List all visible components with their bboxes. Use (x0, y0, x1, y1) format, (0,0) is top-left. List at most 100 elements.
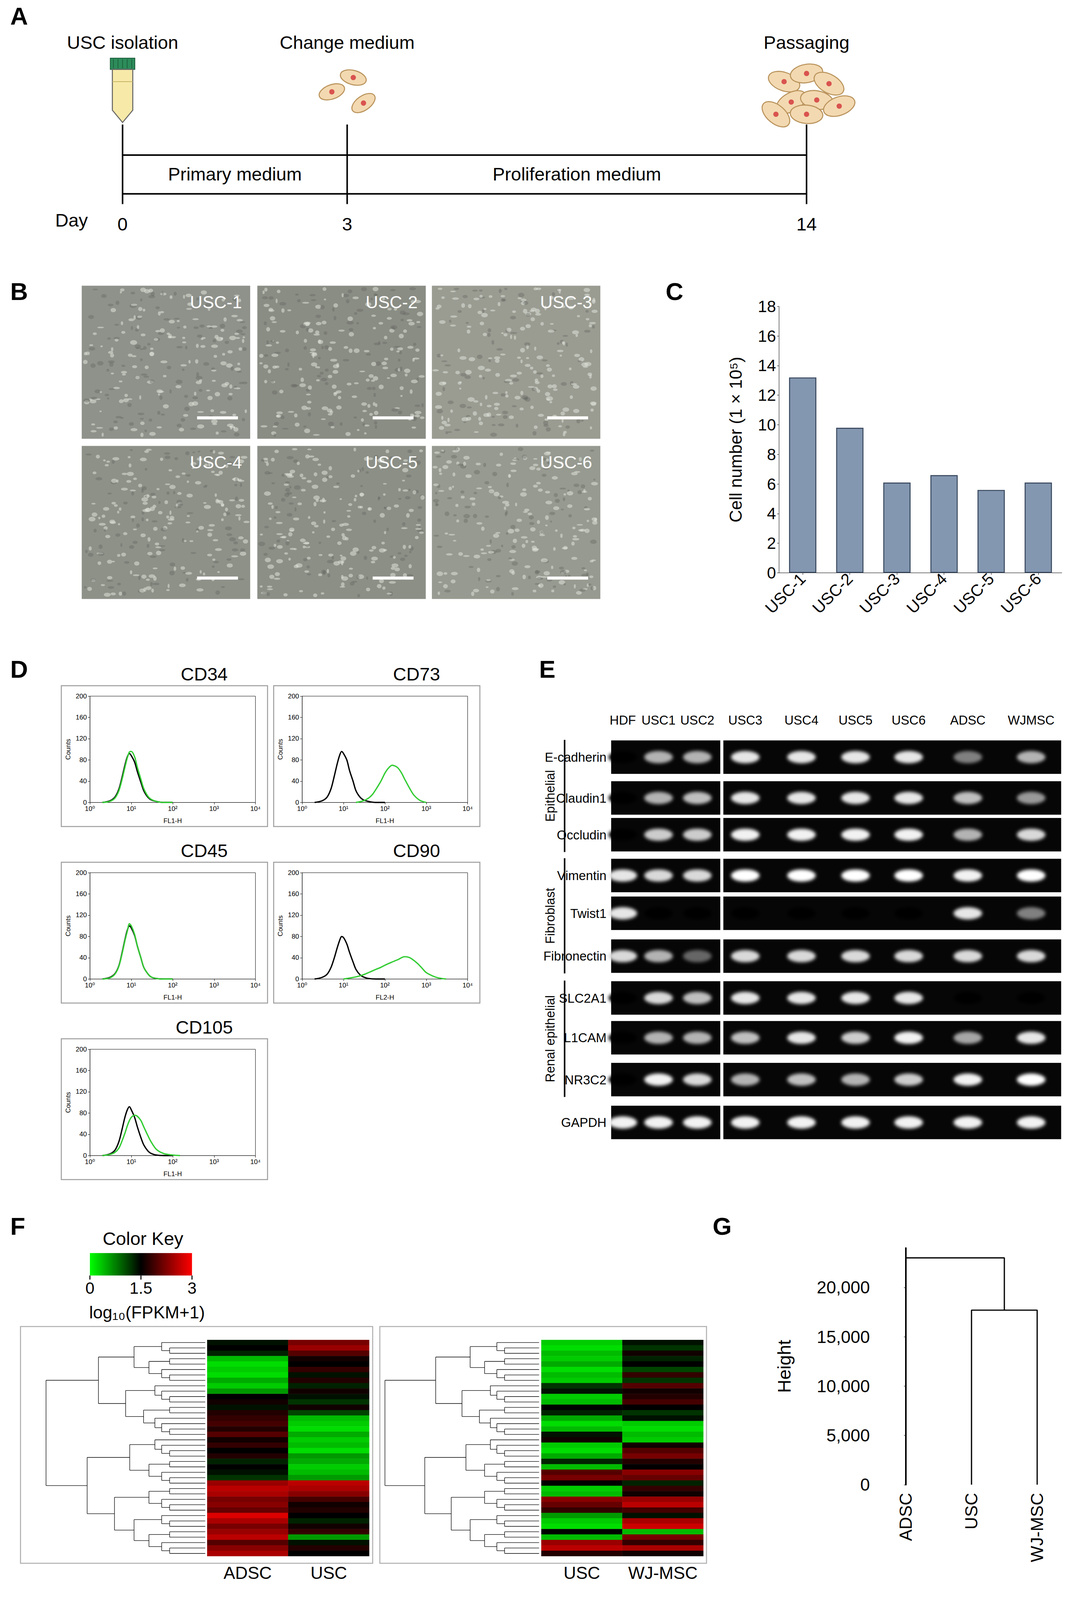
svg-text:NR3C2: NR3C2 (564, 1073, 607, 1088)
svg-text:Primary medium: Primary medium (168, 163, 302, 185)
svg-text:120: 120 (288, 911, 299, 920)
svg-text:WJ-MSC: WJ-MSC (628, 1563, 698, 1584)
svg-text:USC4: USC4 (784, 713, 819, 728)
svg-text:10²: 10² (167, 805, 178, 813)
svg-text:SLC2A1: SLC2A1 (558, 991, 607, 1006)
svg-text:120: 120 (75, 735, 87, 743)
svg-text:Counts: Counts (64, 1092, 72, 1114)
svg-text:Passaging: Passaging (763, 32, 850, 53)
svg-text:14: 14 (796, 213, 817, 235)
svg-text:USC-5: USC-5 (950, 569, 998, 618)
svg-text:10⁴: 10⁴ (250, 805, 261, 813)
svg-text:2: 2 (766, 534, 776, 553)
svg-text:80: 80 (79, 1109, 87, 1118)
svg-text:80: 80 (79, 756, 87, 765)
svg-text:8: 8 (766, 445, 776, 464)
svg-text:10⁰: 10⁰ (84, 805, 95, 813)
svg-text:20,000: 20,000 (816, 1278, 870, 1298)
svg-text:80: 80 (291, 756, 299, 765)
svg-text:Claudin1: Claudin1 (556, 791, 607, 806)
svg-text:0: 0 (860, 1476, 870, 1496)
svg-text:FL1-H: FL1-H (163, 994, 182, 1002)
svg-text:B: B (10, 277, 28, 306)
svg-text:80: 80 (79, 933, 87, 941)
svg-text:40: 40 (291, 954, 299, 962)
svg-text:USC-2: USC-2 (808, 569, 857, 618)
svg-text:10⁴: 10⁴ (250, 982, 261, 990)
svg-text:10³: 10³ (421, 805, 432, 813)
svg-text:10⁴: 10⁴ (250, 1158, 261, 1167)
svg-text:3: 3 (187, 1279, 197, 1298)
svg-text:200: 200 (288, 692, 299, 700)
svg-text:120: 120 (288, 735, 299, 743)
svg-text:CD73: CD73 (393, 663, 441, 685)
svg-text:USC-1: USC-1 (761, 569, 809, 618)
svg-text:WJ-MSC: WJ-MSC (1027, 1493, 1047, 1564)
svg-text:Day: Day (55, 209, 88, 231)
svg-text:Change medium: Change medium (279, 32, 415, 53)
svg-text:GAPDH: GAPDH (561, 1115, 607, 1131)
svg-text:Counts: Counts (276, 915, 285, 937)
svg-text:USC: USC (961, 1493, 981, 1531)
svg-text:10⁰: 10⁰ (297, 805, 308, 813)
svg-text:200: 200 (288, 869, 299, 877)
svg-text:10⁰: 10⁰ (84, 1158, 95, 1167)
svg-text:18: 18 (757, 297, 777, 316)
svg-text:160: 160 (288, 890, 299, 899)
svg-text:3: 3 (341, 213, 353, 235)
svg-text:200: 200 (75, 1045, 87, 1054)
svg-text:6: 6 (766, 474, 776, 494)
svg-text:10³: 10³ (209, 982, 219, 990)
svg-text:160: 160 (75, 1067, 87, 1075)
svg-text:F: F (10, 1213, 26, 1241)
svg-text:80: 80 (291, 933, 299, 941)
svg-text:G: G (712, 1213, 732, 1241)
svg-text:15,000: 15,000 (816, 1327, 870, 1348)
svg-text:USC-6: USC-6 (996, 569, 1045, 618)
svg-text:Cell number (1 × 10⁵): Cell number (1 × 10⁵) (726, 356, 746, 523)
svg-text:USC-2: USC-2 (365, 292, 418, 312)
svg-text:0: 0 (85, 1279, 95, 1298)
svg-text:FL1-H: FL1-H (163, 1170, 182, 1179)
svg-text:40: 40 (79, 1130, 87, 1139)
svg-text:USC5: USC5 (838, 713, 873, 728)
svg-text:Color Key: Color Key (102, 1228, 184, 1250)
svg-text:USC isolation: USC isolation (66, 32, 179, 53)
svg-text:10,000: 10,000 (816, 1377, 870, 1397)
svg-text:USC-3: USC-3 (855, 569, 904, 618)
svg-text:USC6: USC6 (891, 713, 926, 728)
svg-text:D: D (10, 655, 28, 684)
svg-text:120: 120 (75, 911, 87, 920)
svg-text:FL1-H: FL1-H (163, 817, 182, 825)
svg-text:C: C (665, 277, 684, 306)
svg-text:0: 0 (117, 213, 128, 235)
svg-text:200: 200 (75, 692, 87, 700)
svg-text:10³: 10³ (421, 982, 432, 990)
svg-text:USC2: USC2 (680, 713, 715, 728)
svg-text:5,000: 5,000 (826, 1426, 870, 1446)
svg-text:USC-3: USC-3 (540, 292, 593, 312)
svg-text:10³: 10³ (209, 805, 219, 813)
svg-text:USC-5: USC-5 (365, 452, 418, 473)
svg-text:10⁴: 10⁴ (462, 805, 473, 813)
svg-text:10⁰: 10⁰ (84, 982, 95, 990)
svg-text:16: 16 (757, 326, 777, 346)
svg-text:10: 10 (757, 415, 777, 435)
svg-text:10¹: 10¹ (126, 982, 137, 990)
svg-text:Fibroblast: Fibroblast (542, 888, 558, 945)
svg-text:1.5: 1.5 (129, 1279, 153, 1298)
svg-text:CD45: CD45 (180, 840, 228, 862)
svg-text:FL1-H: FL1-H (375, 817, 394, 825)
svg-text:160: 160 (75, 713, 87, 722)
svg-text:L1CAM: L1CAM (563, 1030, 607, 1046)
svg-text:USC3: USC3 (728, 713, 763, 728)
svg-text:10²: 10² (380, 982, 391, 990)
svg-text:E-cadherin: E-cadherin (544, 750, 607, 765)
svg-text:Counts: Counts (276, 738, 285, 761)
svg-text:12: 12 (757, 386, 777, 405)
svg-text:Counts: Counts (64, 738, 72, 761)
svg-text:USC: USC (310, 1563, 348, 1584)
svg-text:USC-4: USC-4 (902, 569, 951, 618)
svg-text:40: 40 (291, 777, 299, 786)
svg-text:10¹: 10¹ (126, 805, 137, 813)
